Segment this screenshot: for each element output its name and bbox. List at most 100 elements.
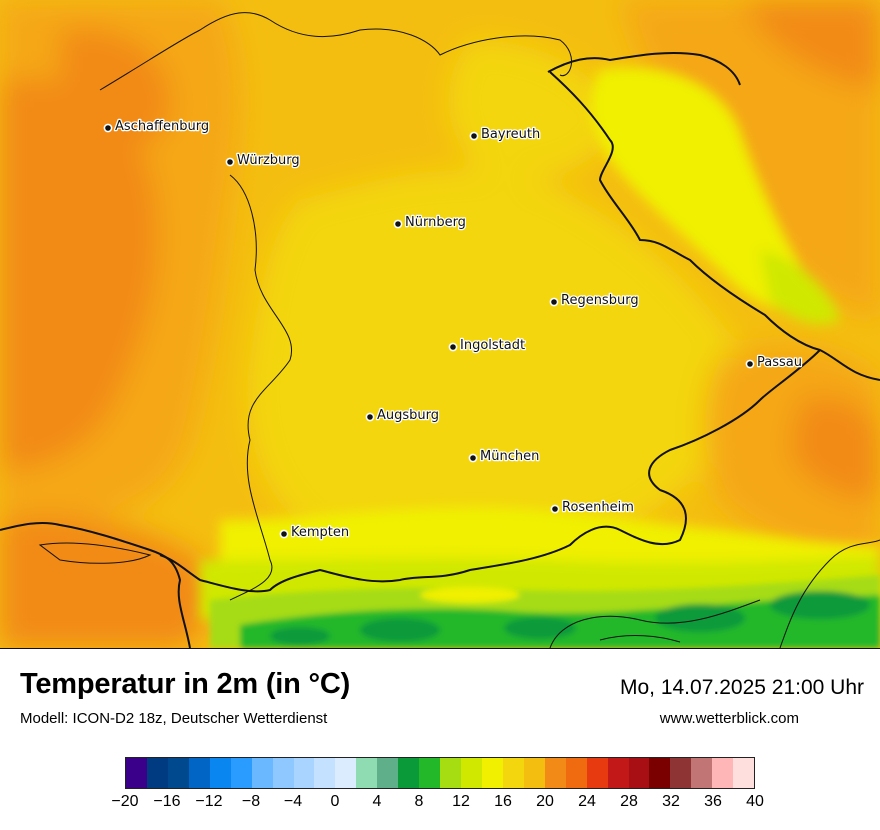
legend-swatch [544, 758, 566, 788]
field-yellow-center [247, 170, 744, 551]
austria-internal-border-2 [779, 539, 880, 648]
city-marker: Regensburg [549, 292, 640, 309]
legend-swatch [398, 758, 420, 788]
legend-tick-label: −12 [195, 793, 223, 810]
legend-swatch [649, 758, 671, 788]
legend-tick-label: 12 [452, 793, 470, 810]
austria-czech-border [547, 51, 741, 86]
city-label: Ingolstadt [460, 338, 525, 353]
legend-swatch [146, 758, 168, 788]
city-marker: Augsburg [365, 407, 440, 424]
legend-swatch [188, 758, 210, 788]
legend-swatch [377, 758, 399, 788]
legend-tick-label: 40 [746, 793, 764, 810]
legend-tick-label: −4 [283, 793, 303, 810]
legend-swatch [691, 758, 713, 788]
city-label: Regensburg [561, 293, 639, 308]
city-label: Augsburg [377, 408, 439, 423]
field-green-peak-4 [770, 591, 870, 619]
color-scale-ticks: −20 −16 −12 −8 −4 0 4 8 12 16 20 24 28 32 36 40 [111, 793, 763, 817]
legend-swatch [481, 758, 503, 788]
germany-czech-border [549, 71, 880, 381]
legend-swatch [670, 758, 692, 788]
city-dot [448, 342, 458, 352]
city-label: Nürnberg [405, 215, 466, 230]
legend-swatch [523, 758, 545, 788]
legend-swatch [628, 758, 650, 788]
legend-tick-label: 28 [620, 793, 638, 810]
city-marker: Nürnberg [393, 214, 467, 231]
legend-swatch [126, 758, 147, 788]
city-label: Aschaffenburg [115, 119, 209, 134]
city-marker: Passau [745, 354, 803, 371]
city-dot [103, 123, 113, 133]
city-dot [393, 219, 403, 229]
legend-tick-label: 24 [578, 793, 596, 810]
field-lemon-valley [420, 587, 520, 603]
legend-tick-label: 0 [330, 793, 340, 810]
legend-swatch [565, 758, 587, 788]
city-layer: Aschaffenburg Würzburg Bayreuth Nürnberg Reg… [103, 118, 803, 541]
city-dot [745, 359, 755, 369]
city-label: München [480, 449, 539, 464]
legend-tick-label: −8 [241, 793, 261, 810]
austria-internal-border-1 [549, 599, 761, 648]
city-marker: Bayreuth [469, 126, 542, 143]
legend-tick-label: 32 [662, 793, 680, 810]
city-marker: München [468, 448, 541, 465]
bavaria-state-border [99, 12, 572, 601]
city-marker: Ingolstadt [448, 337, 526, 354]
legend-swatch [356, 758, 378, 788]
map-title: Temperatur in 2m (in °C) [20, 668, 351, 700]
field-warm-northwest [60, 28, 172, 150]
field-warm-east [790, 397, 880, 500]
city-dot [468, 453, 478, 463]
legend-tick-label: −20 [111, 793, 139, 810]
borders [0, 12, 880, 648]
color-scale-legend [125, 757, 755, 789]
legend-swatch [461, 758, 482, 788]
city-dot [550, 504, 560, 514]
legend-swatch [440, 758, 461, 788]
temperature-map: Aschaffenburg Würzburg Bayreuth Nürnberg Reg… [0, 0, 880, 649]
legend-swatch [209, 758, 231, 788]
switzerland-border [0, 521, 191, 648]
legend-swatch [314, 758, 336, 788]
field-green-peak-1 [360, 618, 440, 642]
website-link[interactable]: www.wetterblick.com [659, 710, 799, 727]
legend-swatch [419, 758, 441, 788]
field-green-peak-3 [655, 604, 745, 632]
field-green-peak-5 [270, 627, 330, 645]
field-yellow-north [448, 40, 620, 178]
legend-swatch [586, 758, 608, 788]
legend-tick-label: 4 [372, 793, 382, 810]
legend-swatch [293, 758, 315, 788]
legend-swatch [251, 758, 273, 788]
city-dot [469, 131, 479, 141]
legend-swatch [335, 758, 357, 788]
city-marker: Aschaffenburg [103, 118, 210, 135]
lake-outline-1 [599, 635, 681, 643]
legend-swatch [502, 758, 524, 788]
field-warm-southwest [0, 516, 209, 648]
city-label: Rosenheim [562, 500, 634, 515]
city-label: Würzburg [237, 153, 300, 168]
city-label: Bayreuth [481, 127, 540, 142]
city-marker: Würzburg [225, 152, 301, 169]
legend-swatch [607, 758, 629, 788]
city-dot [225, 157, 235, 167]
legend-tick-label: 16 [494, 793, 512, 810]
field-green-peak-2 [504, 617, 576, 639]
forecast-datetime: Mo, 14.07.2025 21:00 Uhr [619, 676, 864, 699]
model-subtitle: Modell: ICON-D2 18z, Deutscher Wetterdie… [20, 710, 328, 727]
city-dot [549, 297, 559, 307]
city-label: Passau [757, 355, 802, 370]
city-dot [365, 412, 375, 422]
legend-tick-label: 8 [414, 793, 424, 810]
city-marker: Rosenheim [550, 499, 635, 516]
city-label: Kempten [291, 525, 349, 540]
legend-swatch [230, 758, 252, 788]
city-marker: Kempten [279, 524, 350, 541]
city-dot [279, 529, 289, 539]
legend-swatch [733, 758, 755, 788]
